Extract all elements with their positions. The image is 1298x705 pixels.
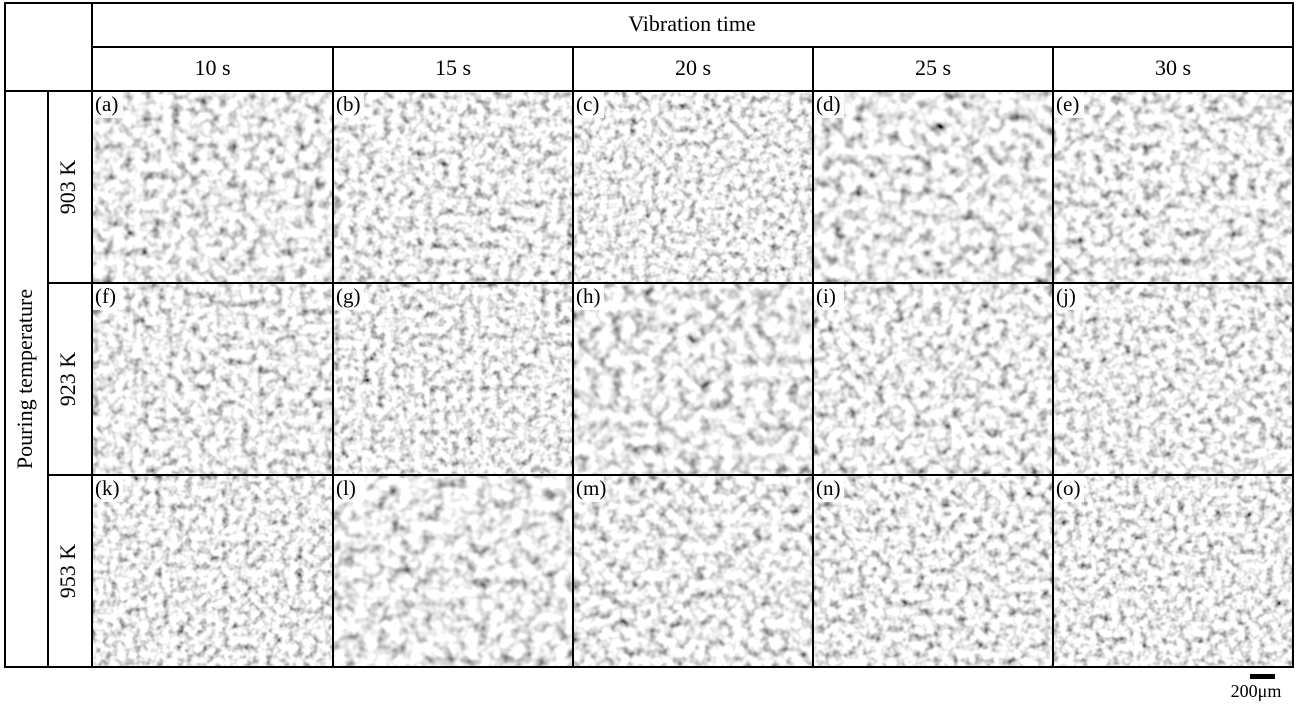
panel-label: (h) [576,284,601,308]
panel-label: (m) [576,476,606,500]
row-group-title: Pouring temperature [12,289,37,469]
micrograph [813,91,1053,283]
micrograph [1053,91,1293,283]
micrograph [573,91,813,283]
panel-label-bg [574,92,604,118]
panel-label-bg [334,476,364,502]
panel-label-bg [1054,92,1084,118]
panel-label: (l) [336,476,356,500]
micrograph [813,475,1053,667]
scale-bar-label: 200μm [1231,681,1282,701]
panel-label: (f) [95,284,116,308]
row-header: 923 K [55,352,80,407]
panel-label: (g) [336,284,361,308]
micrograph [92,283,333,475]
micrograph [92,475,333,667]
row-header: 903 K [55,160,80,215]
panel-label: (n) [816,476,841,500]
panel-label: (k) [95,476,120,500]
micrograph [573,283,813,475]
panel-label-bg [814,476,844,502]
panel-label-bg [814,284,844,310]
panel-label: (b) [336,92,361,116]
micrograph [333,283,573,475]
column-header: 30 s [1155,55,1191,80]
panel-label-bg [93,284,123,310]
micrograph [1053,475,1293,667]
panel-label-bg [1054,476,1084,502]
panel-label-bg [814,92,844,118]
micrograph [573,475,813,667]
micrograph [92,91,333,283]
column-group-title: Vibration time [628,11,756,36]
table-border [4,2,1294,668]
micrograph [333,475,573,667]
panel-label: (i) [816,284,836,308]
micrograph [333,91,573,283]
panel-label-bg [574,476,604,502]
panel-label: (j) [1056,284,1076,308]
panel-label-bg [334,92,364,118]
column-header: 10 s [194,55,230,80]
micrograph [813,283,1053,475]
scale-bar [1250,674,1275,679]
panel-label: (a) [95,92,118,116]
column-header: 15 s [435,55,471,80]
panel-label-bg [1054,284,1084,310]
column-header: 25 s [915,55,951,80]
panel-label-bg [93,476,123,502]
panel-label: (o) [1056,476,1081,500]
panel-label: (d) [816,92,841,116]
row-header: 953 K [55,544,80,599]
panel-label: (e) [1056,92,1079,116]
panel-label-bg [574,284,604,310]
panel-label-bg [93,92,123,118]
micrograph [1053,283,1293,475]
panel-label: (c) [576,92,599,116]
panel-label-bg [334,284,364,310]
column-header: 20 s [675,55,711,80]
